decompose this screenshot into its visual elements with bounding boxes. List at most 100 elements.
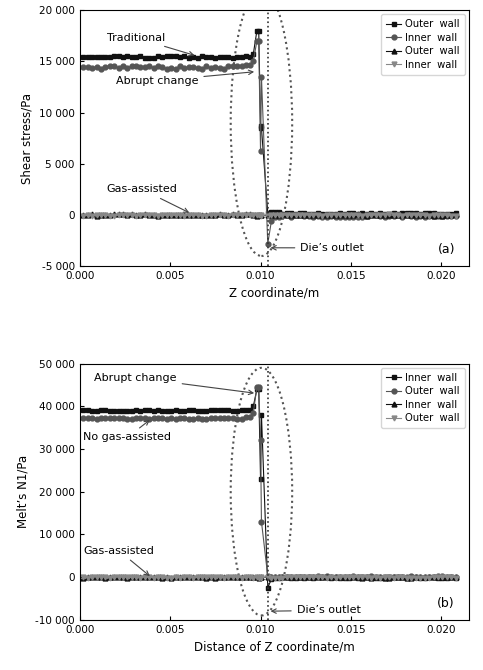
Inner  wall <box>258 212 264 220</box>
Outer  wall <box>89 53 95 61</box>
Outer  wall <box>377 573 383 581</box>
Inner  wall <box>186 211 192 219</box>
Outer  wall <box>80 414 86 422</box>
Outer  wall <box>107 574 113 582</box>
Outer  wall <box>301 573 307 581</box>
Inner  wall <box>265 240 270 248</box>
Inner  wall <box>301 212 307 220</box>
Outer  wall <box>373 210 379 218</box>
Outer  wall <box>293 573 298 581</box>
Inner  wall <box>190 211 196 219</box>
Inner  wall <box>377 574 383 582</box>
Inner  wall <box>269 217 274 225</box>
Inner  wall <box>453 574 459 582</box>
Outer  wall <box>80 573 86 581</box>
Inner  wall <box>377 573 383 581</box>
Outer  wall <box>80 53 86 61</box>
Outer  wall <box>297 209 303 217</box>
Outer  wall <box>449 210 455 218</box>
Inner  wall <box>301 574 307 582</box>
Inner  wall <box>453 212 459 220</box>
Inner  wall <box>254 37 260 45</box>
Text: No gas-assisted: No gas-assisted <box>83 421 171 442</box>
Inner  wall <box>297 210 303 218</box>
Line: Inner  wall: Inner wall <box>81 387 458 590</box>
Inner  wall <box>453 212 459 220</box>
Legend: Inner  wall, Outer  wall, Inner  wall, Outer  wall: Inner wall, Outer wall, Inner wall, Oute… <box>381 368 465 428</box>
Outer  wall <box>89 210 95 218</box>
Outer  wall <box>265 209 270 217</box>
Text: Die’s outlet: Die’s outlet <box>272 606 361 615</box>
Outer  wall <box>186 415 192 423</box>
Inner  wall <box>89 407 95 415</box>
Inner  wall <box>301 574 307 582</box>
Line: Outer  wall: Outer wall <box>81 212 458 218</box>
Outer  wall <box>254 27 260 35</box>
Outer  wall <box>247 210 253 218</box>
Outer  wall <box>80 211 86 219</box>
Outer  wall <box>186 211 192 219</box>
Text: Gas-assisted: Gas-assisted <box>83 545 154 576</box>
Line: Outer  wall: Outer wall <box>81 385 458 580</box>
Text: Traditional: Traditional <box>107 33 193 56</box>
Outer  wall <box>297 210 303 218</box>
X-axis label: Z coordinate/m: Z coordinate/m <box>229 287 319 299</box>
Line: Outer  wall: Outer wall <box>81 574 458 580</box>
Outer  wall <box>269 574 274 582</box>
Inner  wall <box>80 63 86 71</box>
Inner  wall <box>89 212 95 220</box>
Inner  wall <box>453 573 459 581</box>
Outer  wall <box>190 211 196 219</box>
Y-axis label: Melt’s N1/Pa: Melt’s N1/Pa <box>16 455 29 528</box>
Inner  wall <box>80 574 86 582</box>
Inner  wall <box>386 210 392 218</box>
Inner  wall <box>89 64 95 72</box>
Inner  wall <box>102 574 108 582</box>
Inner  wall <box>254 385 260 393</box>
Inner  wall <box>89 573 95 581</box>
Outer  wall <box>453 210 459 218</box>
Inner  wall <box>190 63 196 71</box>
Outer  wall <box>453 573 459 581</box>
Outer  wall <box>89 414 95 422</box>
Inner  wall <box>186 407 192 415</box>
Inner  wall <box>186 64 192 72</box>
Outer  wall <box>265 572 270 580</box>
Outer  wall <box>301 574 307 582</box>
Inner  wall <box>195 573 200 581</box>
Text: Abrupt change: Abrupt change <box>116 70 253 86</box>
Inner  wall <box>269 575 274 583</box>
Text: Abrupt change: Abrupt change <box>94 373 253 395</box>
Outer  wall <box>453 209 459 217</box>
Inner  wall <box>190 406 196 414</box>
Outer  wall <box>195 574 200 582</box>
Line: Outer  wall: Outer wall <box>81 28 458 216</box>
Inner  wall <box>111 573 117 581</box>
Inner  wall <box>373 211 379 219</box>
Line: Inner  wall: Inner wall <box>81 574 458 580</box>
Outer  wall <box>377 574 383 582</box>
Inner  wall <box>199 574 205 582</box>
Inner  wall <box>80 212 86 220</box>
Inner  wall <box>377 212 383 220</box>
Outer  wall <box>440 212 445 220</box>
Outer  wall <box>190 53 196 61</box>
Text: Die’s outlet: Die’s outlet <box>272 243 364 253</box>
Text: Gas-assisted: Gas-assisted <box>107 184 188 212</box>
Inner  wall <box>269 573 274 581</box>
Y-axis label: Shear stress/Pa: Shear stress/Pa <box>20 92 33 184</box>
X-axis label: Distance of Z coordinate/m: Distance of Z coordinate/m <box>194 640 355 653</box>
Legend: Outer  wall, Inner  wall, Outer  wall, Inner  wall: Outer wall, Inner wall, Outer wall, Inne… <box>381 14 465 74</box>
Outer  wall <box>254 383 260 391</box>
Line: Inner  wall: Inner wall <box>81 212 458 218</box>
Outer  wall <box>199 573 205 581</box>
Outer  wall <box>186 54 192 62</box>
Outer  wall <box>190 415 196 423</box>
Inner  wall <box>265 584 270 592</box>
Outer  wall <box>265 212 270 220</box>
Outer  wall <box>94 573 99 581</box>
Line: Inner  wall: Inner wall <box>81 38 458 246</box>
Outer  wall <box>89 573 95 581</box>
Outer  wall <box>453 574 459 582</box>
Text: (b): (b) <box>437 596 455 610</box>
